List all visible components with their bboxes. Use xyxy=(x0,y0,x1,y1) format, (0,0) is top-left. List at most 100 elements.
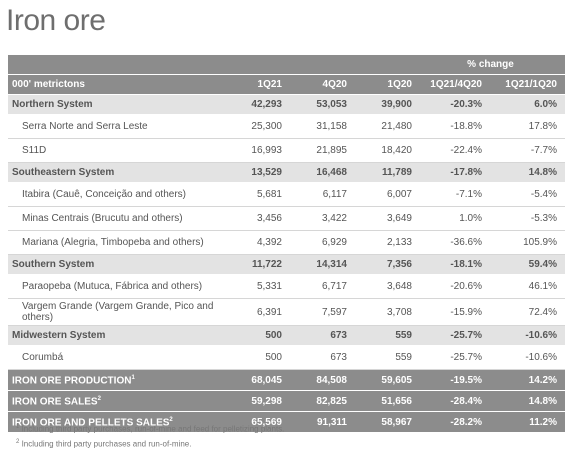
cell-value: 3,708 xyxy=(355,298,420,326)
cell-value: 3,456 xyxy=(223,206,290,231)
row-label: Vargem Grande (Vargem Grande, Pico and o… xyxy=(8,298,223,326)
cell-value: -7.7% xyxy=(490,138,565,163)
cell-value: 6,929 xyxy=(290,230,355,255)
cell-value: 59.4% xyxy=(490,254,565,275)
total-row: IRON ORE PRODUCTION1 68,045 84,508 59,605 -1… xyxy=(8,369,565,391)
cell-value: 3,649 xyxy=(355,206,420,231)
column-header: 4Q20 xyxy=(290,74,355,95)
cell-value: -10.6% xyxy=(490,325,565,346)
item-row: Vargem Grande (Vargem Grande, Pico and o… xyxy=(8,298,565,326)
cell-value: 84,508 xyxy=(290,369,355,391)
row-label: Southeastern System xyxy=(8,162,223,183)
cell-value: -7.1% xyxy=(420,182,490,207)
header-cell xyxy=(355,55,420,75)
header-cell xyxy=(290,55,355,75)
row-label: Corumbá xyxy=(8,345,223,370)
cell-value: 59,605 xyxy=(355,369,420,391)
cell-value: -20.3% xyxy=(420,94,490,115)
cell-value: 500 xyxy=(223,345,290,370)
cell-value: 68,045 xyxy=(223,369,290,391)
cell-value: 559 xyxy=(355,325,420,346)
table: % change 000' metrictons 1Q21 4Q20 1Q20 1Q21/… xyxy=(8,55,565,433)
cell-value: 7,356 xyxy=(355,254,420,275)
cell-value: 105.9% xyxy=(490,230,565,255)
cell-value: 17.8% xyxy=(490,114,565,139)
column-header: 1Q21/1Q20 xyxy=(490,74,565,95)
header-row: % change xyxy=(8,55,565,75)
cell-value: 3,648 xyxy=(355,274,420,299)
cell-value: -17.8% xyxy=(420,162,490,183)
footnote-mark: 2 xyxy=(16,438,20,445)
section-row: Southern System 11,722 14,314 7,356 -18.1% 59… xyxy=(8,254,565,275)
column-header: 000' metrictons xyxy=(8,74,223,95)
cell-value: 6,007 xyxy=(355,182,420,207)
item-row: Serra Norte and Serra Leste 25,300 31,158 2… xyxy=(8,114,565,139)
item-row: Minas Centrais (Brucutu and others) 3,456… xyxy=(8,206,565,231)
cell-value: -5.3% xyxy=(490,206,565,231)
cell-value: 5,681 xyxy=(223,182,290,207)
item-row: Mariana (Alegria, Timbopeba and others) 4… xyxy=(8,230,565,255)
title: Iron ore xyxy=(6,4,106,37)
cell-value: 11,722 xyxy=(223,254,290,275)
cell-value: 18,420 xyxy=(355,138,420,163)
column-header: 1Q21 xyxy=(223,74,290,95)
total-row: IRON ORE AND PELLETS SALES2 65,569 91,311 5… xyxy=(8,411,565,433)
cell-value: 21,895 xyxy=(290,138,355,163)
cell-value: -10.6% xyxy=(490,345,565,370)
header-cell xyxy=(8,55,223,75)
cell-value: 559 xyxy=(355,345,420,370)
cell-value: 14,314 xyxy=(290,254,355,275)
cell-value: 14.2% xyxy=(490,369,565,391)
row-label: IRON ORE AND PELLETS SALES2 xyxy=(8,411,223,433)
section-row: Northern System 42,293 53,053 39,900 -20.3% 6… xyxy=(8,94,565,115)
cell-value: 16,468 xyxy=(290,162,355,183)
cell-value: 7,597 xyxy=(290,298,355,326)
cell-value: 673 xyxy=(290,325,355,346)
cell-value: -18.1% xyxy=(420,254,490,275)
item-row: S11D 16,993 21,895 18,420 -22.4% -7.7% xyxy=(8,138,565,163)
row-label: Southern System xyxy=(8,254,223,275)
cell-value: -5.4% xyxy=(490,182,565,207)
cell-value: -28.4% xyxy=(420,390,490,412)
cell-value: 14.8% xyxy=(490,390,565,412)
row-label: Mariana (Alegria, Timbopeba and others) xyxy=(8,230,223,255)
cell-value: 1.0% xyxy=(420,206,490,231)
row-label: S11D xyxy=(8,138,223,163)
cell-value: 91,311 xyxy=(290,411,355,433)
cell-value: 65,569 xyxy=(223,411,290,433)
cell-value: -36.6% xyxy=(420,230,490,255)
note-mark: 2 xyxy=(169,417,173,424)
cell-value: 16,993 xyxy=(223,138,290,163)
row-label: Midwestern System xyxy=(8,325,223,346)
column-header: 1Q21/4Q20 xyxy=(420,74,490,95)
footnotes: 1 Including third party purchases, run-o… xyxy=(16,421,284,450)
cell-value: 21,480 xyxy=(355,114,420,139)
footnote: 2 Including third party purchases and ru… xyxy=(16,436,284,451)
row-label: Minas Centrais (Brucutu and others) xyxy=(8,206,223,231)
cell-value: -25.7% xyxy=(420,325,490,346)
note-mark: 1 xyxy=(131,375,135,382)
cell-value: 3,422 xyxy=(290,206,355,231)
row-label: IRON ORE SALES2 xyxy=(8,390,223,412)
cell-value: 11.2% xyxy=(490,411,565,433)
row-label: Northern System xyxy=(8,94,223,115)
row-label: IRON ORE PRODUCTION1 xyxy=(8,369,223,391)
section-row: Southeastern System 13,529 16,468 11,789 -17… xyxy=(8,162,565,183)
item-row: Itabira (Cauê, Conceição and others) 5,68… xyxy=(8,182,565,207)
cell-value: 6,391 xyxy=(223,298,290,326)
cell-value: 53,053 xyxy=(290,94,355,115)
row-label: Serra Norte and Serra Leste xyxy=(8,114,223,139)
cell-value: 4,392 xyxy=(223,230,290,255)
cell-value: 58,967 xyxy=(355,411,420,433)
header-row: 000' metrictons 1Q21 4Q20 1Q20 1Q21/4Q20 1Q21… xyxy=(8,74,565,95)
cell-value: 39,900 xyxy=(355,94,420,115)
change-header: % change xyxy=(420,55,565,75)
item-row: Corumbá 500 673 559 -25.7% -10.6% xyxy=(8,345,565,370)
item-row: Paraopeba (Mutuca, Fábrica and others) 5,… xyxy=(8,274,565,299)
cell-value: 25,300 xyxy=(223,114,290,139)
row-label: Paraopeba (Mutuca, Fábrica and others) xyxy=(8,274,223,299)
cell-value: 82,825 xyxy=(290,390,355,412)
cell-value: 11,789 xyxy=(355,162,420,183)
cell-value: 13,529 xyxy=(223,162,290,183)
